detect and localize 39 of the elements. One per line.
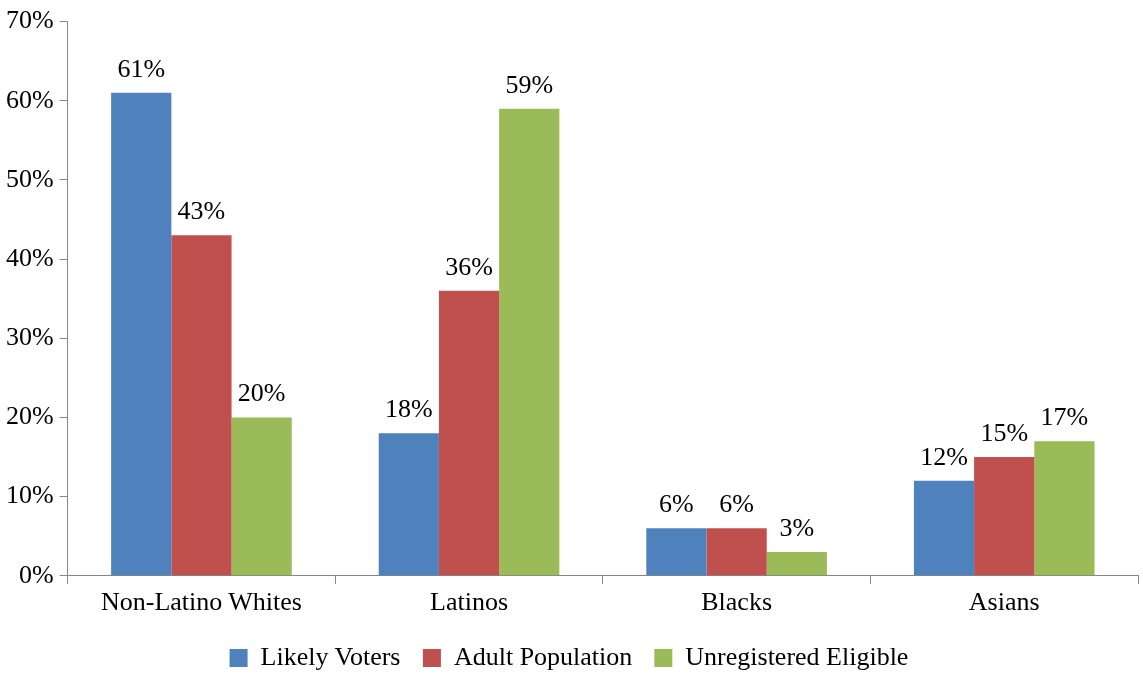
x-tick-label: Asians (968, 587, 1040, 617)
data-label: 6% (659, 489, 694, 519)
legend-label: Likely Voters (260, 641, 401, 671)
y-tick-label: 0% (18, 559, 54, 589)
y-tick-label: 70% (5, 5, 54, 35)
y-tick-label: 30% (5, 322, 54, 352)
bar (646, 528, 707, 576)
bar (378, 433, 439, 576)
y-tick-label: 50% (5, 163, 54, 193)
data-label: 59% (505, 69, 554, 99)
data-label: 3% (779, 512, 815, 542)
data-label: 6% (719, 489, 754, 519)
bar (1034, 441, 1095, 576)
data-label: 61% (117, 53, 166, 83)
legend-label: Adult Population (453, 641, 633, 671)
bar (438, 290, 500, 576)
bar (974, 457, 1035, 576)
y-tick-label: 20% (5, 401, 54, 431)
y-tick-label: 10% (5, 480, 54, 510)
data-label: 17% (1040, 402, 1089, 432)
data-label: 20% (237, 378, 286, 408)
y-tick-label: 40% (5, 242, 54, 272)
y-tick-label: 60% (5, 84, 54, 114)
data-label: 15% (980, 417, 1029, 447)
bar (171, 235, 232, 576)
x-tick-label: Blacks (701, 587, 772, 617)
data-label: 18% (384, 394, 433, 424)
bar (231, 417, 292, 576)
bar (913, 480, 975, 576)
x-tick-label: Latinos (430, 587, 509, 617)
legend-label: Unregistered Eligible (685, 641, 909, 671)
data-label: 12% (920, 441, 968, 471)
bar (111, 92, 172, 576)
data-label: 43% (177, 196, 226, 226)
bar (706, 528, 767, 576)
x-tick-label: Non-Latino Whites (100, 587, 302, 617)
bar (499, 108, 560, 576)
data-label: 36% (445, 251, 493, 281)
bar (766, 552, 827, 576)
